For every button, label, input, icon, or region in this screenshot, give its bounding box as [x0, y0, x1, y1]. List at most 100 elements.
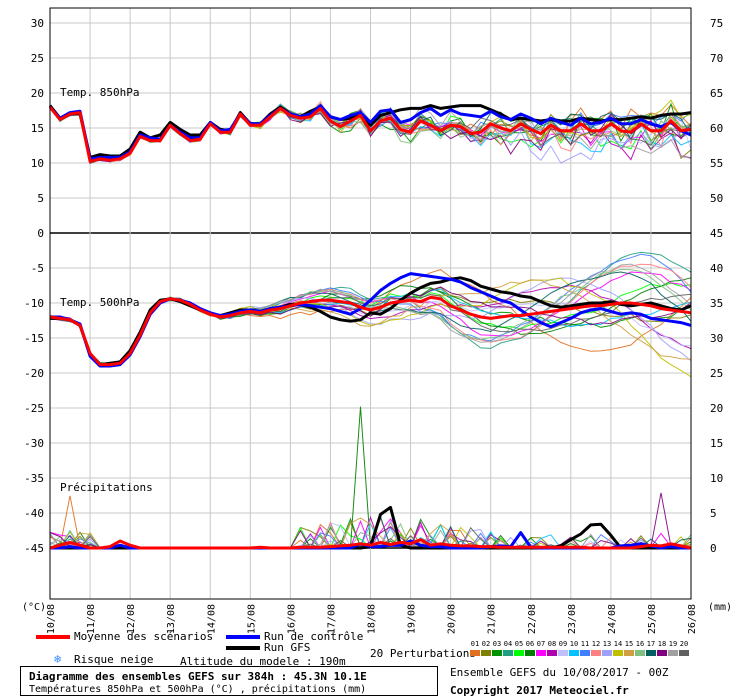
x-tick-label: 12/08	[126, 604, 137, 634]
label-t500: Temp. 500hPa	[60, 296, 139, 309]
x-tick-label: 10/08	[46, 604, 57, 634]
perturbation-14-swatch	[613, 650, 623, 656]
y-right-tick-label: 70	[710, 52, 723, 65]
perturbation-03-label: 03	[492, 640, 502, 648]
y-left-tick-label: -20	[24, 367, 44, 380]
x-tick-label: 21/08	[487, 604, 498, 634]
y-right-tick-label: 60	[710, 122, 723, 135]
legend-control-swatch	[226, 635, 260, 639]
legend-mean-label: Moyenne des scénarios	[74, 630, 214, 643]
t850-series-mean	[48, 106, 692, 164]
y-right-tick-label: 55	[710, 157, 723, 170]
y-right-tick-label: 25	[710, 367, 723, 380]
x-tick-label: 19/08	[407, 604, 418, 634]
perturbation-05-swatch	[514, 650, 524, 656]
x-tick-label: 16/08	[286, 604, 297, 634]
x-tick-label: 13/08	[166, 604, 177, 634]
perturbation-08-label: 08	[547, 640, 557, 648]
perturbation-02-swatch	[481, 650, 491, 656]
perturbation-16-swatch	[635, 650, 645, 656]
label-precip: Précipitations	[60, 481, 153, 494]
perturbation-18-label: 18	[657, 640, 667, 648]
y-right-tick-label: 30	[710, 332, 723, 345]
perturbation-04-label: 04	[503, 640, 513, 648]
perturbation-17-label: 17	[646, 640, 656, 648]
y-left-tick-label: 30	[31, 17, 44, 30]
t500-series-mean	[49, 295, 692, 367]
perturbation-09-swatch	[558, 650, 568, 656]
x-tick-label: 25/08	[647, 604, 658, 634]
x-tick-label: 18/08	[367, 604, 378, 634]
y-right-tick-label: 0	[710, 542, 717, 555]
y-right-tick-label: 45	[710, 227, 723, 240]
perturbation-10-label: 10	[569, 640, 579, 648]
y-left-tick-label: 5	[37, 192, 44, 205]
y-right-tick-label: 15	[710, 437, 723, 450]
perturbation-17-swatch	[646, 650, 656, 656]
perturbation-03-swatch	[492, 650, 502, 656]
precip-series-mean	[49, 538, 692, 550]
ylabel-left: (°C)	[22, 602, 46, 613]
x-tick-label: 11/08	[86, 604, 97, 634]
perturbation-18-swatch	[657, 650, 667, 656]
perturbation-12-swatch	[591, 650, 601, 656]
perturbation-05-label: 05	[514, 640, 524, 648]
y-right-tick-label: 5	[710, 507, 717, 520]
legend-control-label: Run de contrôle	[264, 630, 364, 643]
label-t850: Temp. 850hPa	[60, 86, 139, 99]
perturbation-16-label: 16	[635, 640, 645, 648]
perturbation-06-swatch	[525, 650, 535, 656]
perturbation-09-label: 09	[558, 640, 568, 648]
perturbation-20-swatch	[679, 650, 689, 656]
y-left-tick-label: -45	[24, 542, 44, 555]
perturbation-15-swatch	[624, 650, 634, 656]
x-tick-label: 26/08	[687, 604, 698, 634]
y-left-tick-label: 20	[31, 87, 44, 100]
x-tick-label: 20/08	[447, 604, 458, 634]
legend-snow-label: Risque neige	[74, 653, 154, 666]
perturbation-13-label: 13	[602, 640, 612, 648]
y-right-tick-label: 40	[710, 262, 723, 275]
x-tick-label: 17/08	[326, 604, 337, 634]
perturbation-07-swatch	[536, 650, 546, 656]
x-tick-label: 23/08	[567, 604, 578, 634]
y-left-tick-label: -25	[24, 402, 44, 415]
perturbation-01-label: 01	[470, 640, 480, 648]
chart-subtitle: Températures 850hPa et 500hPa (°C) , pré…	[29, 684, 367, 695]
perturbation-07-label: 07	[536, 640, 546, 648]
info-box: Diagramme des ensembles GEFS sur 384h : …	[20, 666, 438, 696]
legend-gfs-label: Run GFS	[264, 641, 311, 654]
plot-frame	[49, 7, 692, 600]
y-left-tick-label: 25	[31, 52, 44, 65]
chart-title: Diagramme des ensembles GEFS sur 384h : …	[29, 670, 367, 683]
x-tick-label: 15/08	[246, 604, 257, 634]
y-right-tick-label: 50	[710, 192, 723, 205]
legend-gfs-swatch	[226, 646, 260, 650]
copyright: Copyright 2017 Meteociel.fr	[450, 684, 629, 697]
y-left-tick-label: -15	[24, 332, 44, 345]
y-right-tick-label: 35	[710, 297, 723, 310]
y-right-tick-label: 20	[710, 402, 723, 415]
legend-perturbations-label: 20 Perturbations	[370, 647, 476, 660]
y-right-tick-label: 10	[710, 472, 723, 485]
y-right-tick-label: 75	[710, 17, 723, 30]
t850-series-control	[48, 104, 692, 161]
legend-altitude: Altitude du modele : 190m	[180, 655, 346, 668]
x-tick-label: 22/08	[527, 604, 538, 634]
main-series	[48, 104, 692, 550]
y-left-tick-label: 10	[31, 157, 44, 170]
perturbation-06-label: 06	[525, 640, 535, 648]
legend-mean-swatch	[36, 635, 70, 639]
perturbation-15-label: 15	[624, 640, 634, 648]
perturbation-10-swatch	[569, 650, 579, 656]
x-tick-label: 24/08	[607, 604, 618, 634]
y-left-tick-label: -30	[24, 437, 44, 450]
perturbation-11-swatch	[580, 650, 590, 656]
y-left-tick-label: -35	[24, 472, 44, 485]
perturbation-13-swatch	[602, 650, 612, 656]
perturbation-02-label: 02	[481, 640, 491, 648]
y-left-tick-label: -40	[24, 507, 44, 520]
run-info: Ensemble GEFS du 10/08/2017 - 00Z	[450, 666, 669, 679]
